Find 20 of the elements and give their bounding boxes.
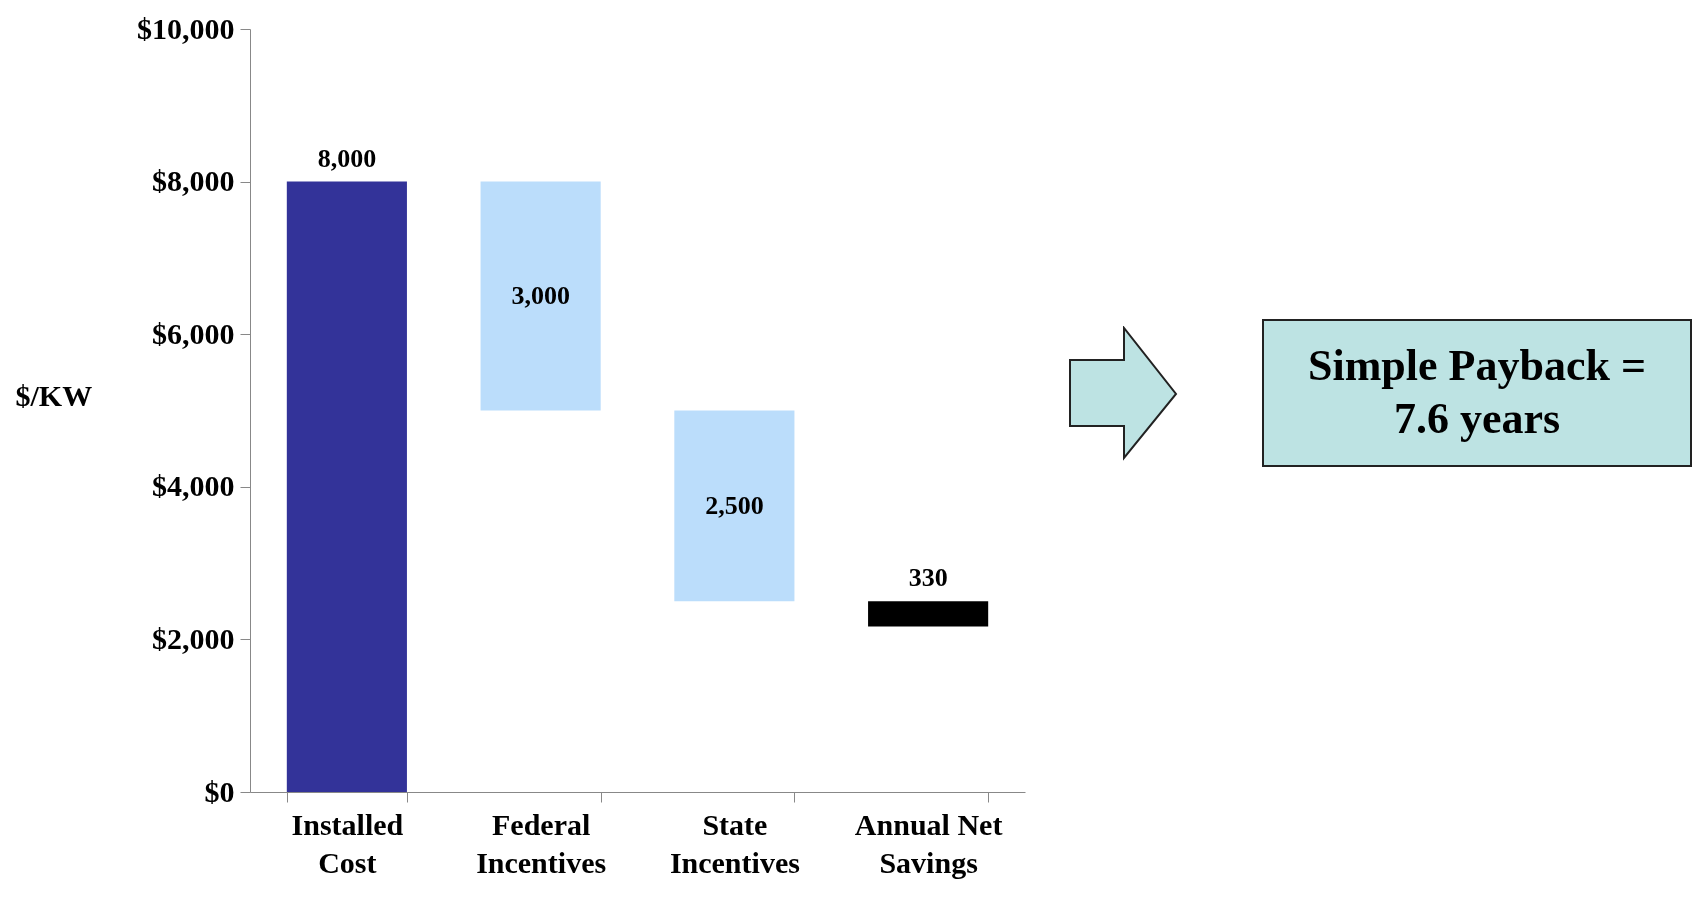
y-tick-label: $8,000 bbox=[152, 164, 235, 198]
y-tick-label: $6,000 bbox=[152, 316, 235, 350]
data-label: 2,500 bbox=[705, 490, 764, 520]
y-tick-label: $2,000 bbox=[152, 621, 235, 655]
text: Simple Payback = 7.6 years bbox=[1262, 319, 1692, 467]
y-tick-label: $4,000 bbox=[152, 469, 235, 503]
bar bbox=[286, 181, 407, 792]
y-axis-title: $/KW bbox=[15, 378, 93, 412]
data-label: 3,000 bbox=[511, 281, 570, 311]
bar bbox=[674, 410, 795, 602]
x-tick-label: Installed Cost bbox=[291, 807, 404, 879]
y-tick-label: $10,000 bbox=[137, 11, 235, 45]
x-tick-label: Annual Net Savings bbox=[854, 807, 1003, 879]
bar bbox=[480, 181, 601, 411]
bar bbox=[868, 601, 989, 627]
data-label: 330 bbox=[908, 563, 948, 593]
data-label: 8,000 bbox=[317, 143, 377, 173]
x-tick-label: Federal Incentives bbox=[476, 807, 607, 879]
y-tick-label: $0 bbox=[204, 774, 235, 808]
x-tick-label: State Incentives bbox=[669, 807, 800, 879]
